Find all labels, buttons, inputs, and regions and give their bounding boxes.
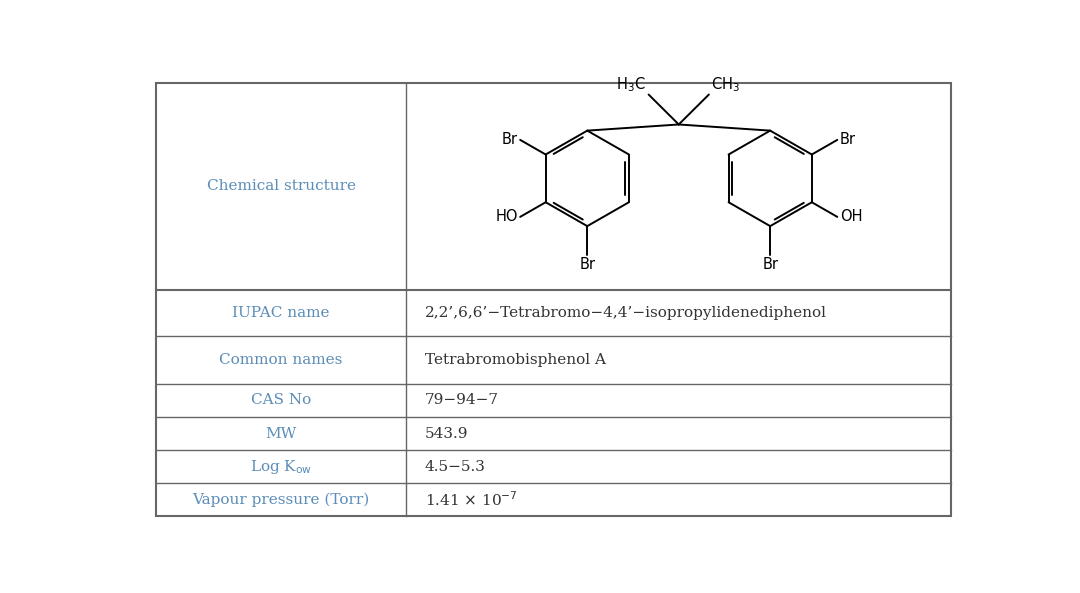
Text: 4.5−5.3: 4.5−5.3 bbox=[424, 460, 486, 474]
Text: 543.9: 543.9 bbox=[424, 426, 469, 441]
Text: Br: Br bbox=[579, 257, 595, 272]
Text: CAS No: CAS No bbox=[251, 393, 311, 407]
Text: 2,2’,6,6’−Tetrabromo−4,4’−isopropylidenediphenol: 2,2’,6,6’−Tetrabromo−4,4’−isopropylidene… bbox=[424, 305, 827, 320]
Text: Br: Br bbox=[762, 257, 779, 272]
Text: 79−94−7: 79−94−7 bbox=[424, 393, 499, 407]
Text: HO: HO bbox=[495, 209, 517, 224]
Text: H$_3$C: H$_3$C bbox=[617, 75, 646, 94]
Text: Br: Br bbox=[501, 132, 517, 148]
Text: Common names: Common names bbox=[219, 353, 342, 366]
Text: MW: MW bbox=[266, 426, 297, 441]
Text: IUPAC name: IUPAC name bbox=[232, 305, 329, 320]
Text: CH$_3$: CH$_3$ bbox=[712, 75, 741, 94]
Text: OH: OH bbox=[840, 209, 862, 224]
Text: Br: Br bbox=[840, 132, 855, 148]
Text: Chemical structure: Chemical structure bbox=[206, 179, 355, 193]
Text: Log K$_{\rm ow}$: Log K$_{\rm ow}$ bbox=[251, 458, 312, 476]
Text: Vapour pressure (Torr): Vapour pressure (Torr) bbox=[192, 493, 369, 507]
Text: Tetrabromobisphenol A: Tetrabromobisphenol A bbox=[424, 353, 606, 366]
Text: 1.41 $\times$ 10$^{-7}$: 1.41 $\times$ 10$^{-7}$ bbox=[424, 490, 517, 509]
